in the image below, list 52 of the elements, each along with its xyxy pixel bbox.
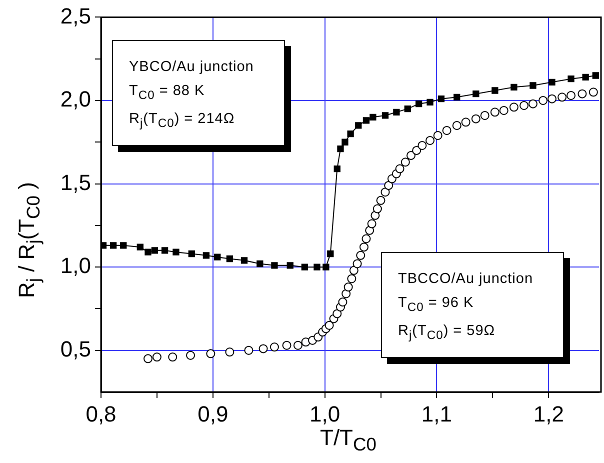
- point: [530, 82, 536, 89]
- point: [322, 264, 330, 270]
- point: [582, 74, 589, 80]
- point: [472, 90, 480, 98]
- x-tick-label: 0,9: [198, 401, 228, 426]
- point: [151, 247, 158, 254]
- point: [301, 264, 308, 270]
- point: [415, 100, 422, 108]
- point: [271, 262, 278, 269]
- point: [172, 248, 180, 256]
- point: [240, 257, 248, 264]
- point: [426, 98, 434, 106]
- point: [362, 117, 370, 124]
- point: [454, 94, 460, 100]
- y-tick-label: 1,5: [60, 170, 91, 195]
- point: [334, 165, 340, 172]
- y-tick-label: 2,0: [60, 86, 91, 112]
- point: [370, 114, 376, 120]
- y-tick-label: 0,5: [60, 336, 91, 362]
- point: [404, 105, 411, 112]
- point: [355, 122, 362, 129]
- point: [202, 252, 210, 259]
- y-tick-label: 1,0: [60, 253, 91, 278]
- x-tick-label: 1,1: [421, 401, 452, 426]
- x-axis-title: T/T$_{C0}$: [320, 425, 376, 456]
- point: [314, 264, 320, 270]
- point: [226, 255, 234, 262]
- point: [393, 108, 400, 116]
- point: [382, 112, 389, 119]
- point: [342, 138, 348, 146]
- point: [548, 78, 556, 86]
- point: [327, 250, 334, 258]
- point: [337, 145, 344, 152]
- point: [492, 87, 498, 94]
- point: [592, 72, 599, 79]
- point: [286, 262, 294, 269]
- point: [438, 95, 445, 102]
- point: [256, 260, 264, 268]
- point: [161, 247, 168, 254]
- point: [110, 242, 117, 249]
- y-tick-label: 2,5: [60, 3, 91, 28]
- point: [214, 254, 221, 260]
- x-tick-label: 1,2: [533, 401, 564, 426]
- point: [347, 130, 354, 138]
- x-tick-label: 1,0: [310, 401, 340, 426]
- point: [568, 76, 574, 82]
- point: [188, 250, 195, 258]
- x-tick-label: 0,8: [86, 401, 116, 426]
- point: [136, 244, 144, 250]
- point: [510, 84, 518, 90]
- point: [120, 242, 127, 249]
- point: [144, 248, 152, 256]
